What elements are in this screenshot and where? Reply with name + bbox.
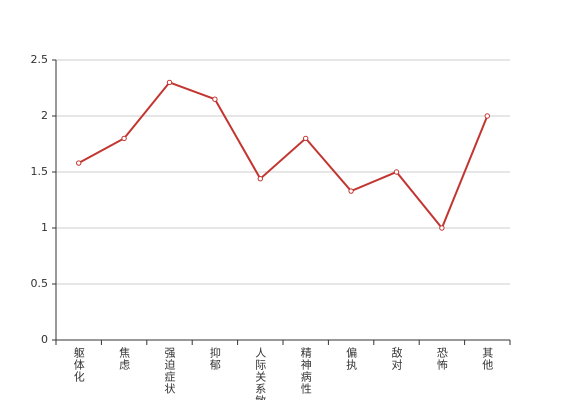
- line: [78, 81, 489, 230]
- point: [484, 113, 490, 119]
- point: [439, 225, 445, 231]
- point: [121, 135, 127, 142]
- y-tick-label: 1.5: [31, 165, 49, 178]
- point: [166, 79, 173, 86]
- point: [212, 96, 218, 102]
- x-tick-label: 敌对: [390, 346, 403, 371]
- point: [393, 169, 400, 175]
- x-tick-label: 偏执: [345, 346, 358, 371]
- y-tick-label: 0.5: [31, 277, 49, 290]
- y-tick-label: 2.5: [31, 53, 49, 66]
- x-tick-label: 其他: [481, 347, 494, 371]
- x-tick-label: 精神病性: [299, 347, 312, 395]
- x-tick-label: 恐怖: [435, 347, 448, 371]
- y-tick-label: 2: [41, 109, 48, 122]
- point: [76, 160, 82, 166]
- point: [257, 176, 263, 182]
- x-tick-label: 人际关系敏感: [254, 347, 267, 400]
- x-tick-label: 抑郁: [208, 346, 221, 371]
- x-tick-label: 躯体化: [72, 347, 85, 383]
- x-tick-label: 焦虑: [118, 347, 131, 371]
- point: [348, 188, 354, 194]
- y-tick-label: 1: [41, 221, 48, 234]
- x-tick-label: 强迫症状: [163, 347, 176, 395]
- point: [303, 135, 309, 142]
- y-tick-label: 0: [41, 333, 48, 346]
